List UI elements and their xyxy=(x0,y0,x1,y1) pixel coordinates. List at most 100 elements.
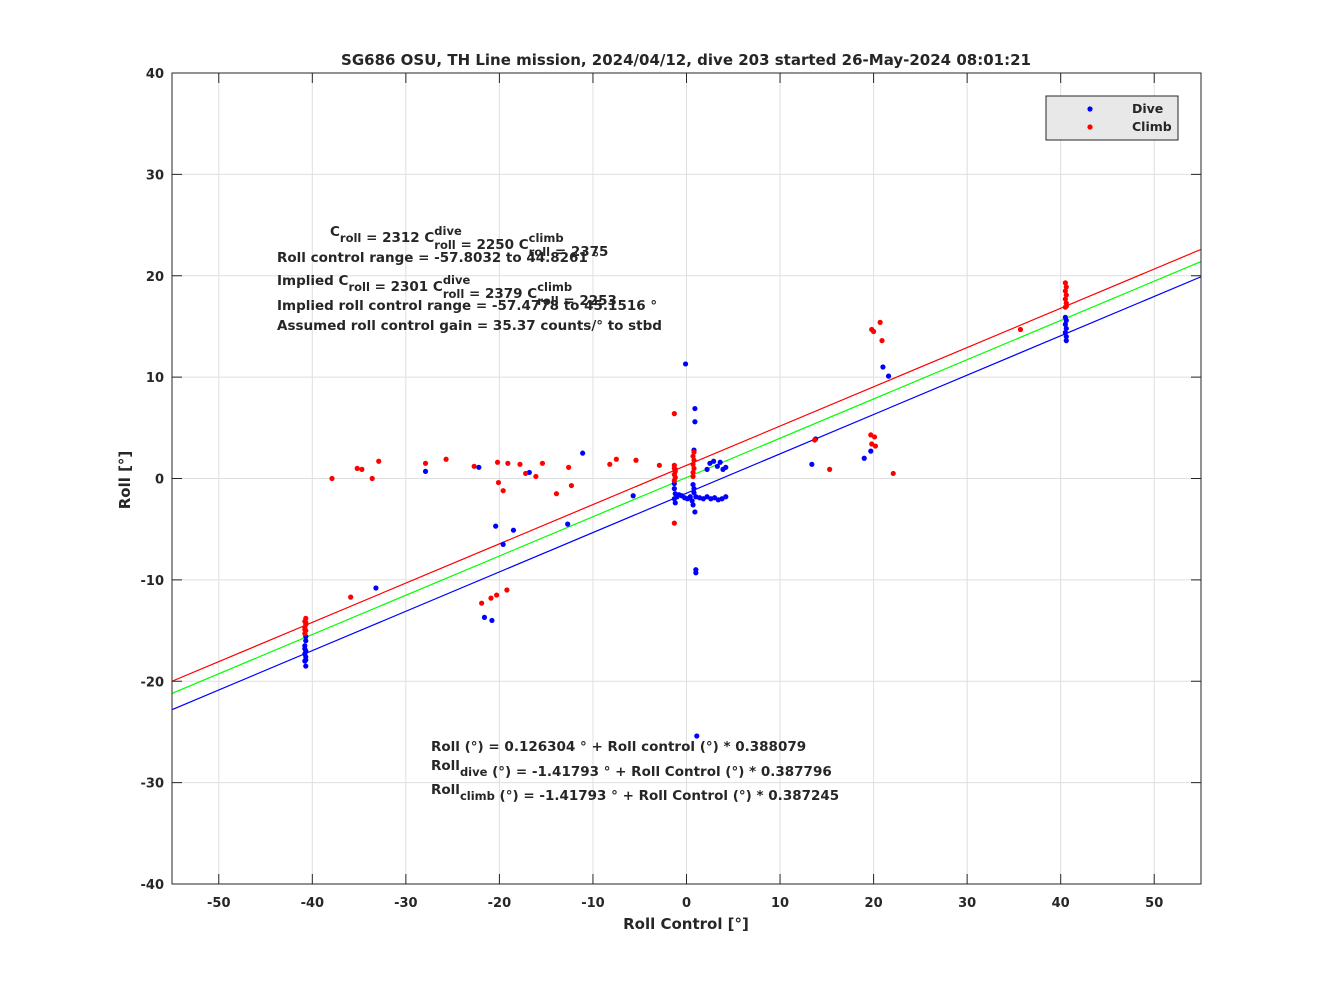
data-point xyxy=(689,498,695,504)
annotations: Croll = 2312 Cdive roll = 2250 Cclimb roll… xyxy=(277,224,839,804)
data-point xyxy=(565,521,571,527)
data-point xyxy=(1063,338,1069,344)
data-point xyxy=(302,631,308,637)
data-point xyxy=(691,486,697,492)
data-point xyxy=(890,470,896,477)
data-point xyxy=(580,450,586,456)
data-point xyxy=(693,570,699,576)
data-point xyxy=(533,473,539,480)
data-point xyxy=(1063,292,1069,298)
data-point xyxy=(303,657,309,663)
data-point xyxy=(672,500,678,506)
data-point xyxy=(690,481,696,488)
fit-line xyxy=(172,261,1201,694)
y-tick-label: 10 xyxy=(146,371,164,386)
x-tick-label: 40 xyxy=(1052,896,1070,911)
data-points xyxy=(302,280,1069,739)
fit-lines xyxy=(172,248,1201,711)
data-point xyxy=(690,473,696,480)
data-point xyxy=(872,443,879,449)
y-tick-label: 30 xyxy=(146,168,164,183)
y-tick-label: -30 xyxy=(141,777,165,792)
data-point xyxy=(553,491,560,497)
data-point xyxy=(871,434,878,440)
data-point xyxy=(656,462,662,468)
data-point xyxy=(682,361,689,367)
x-tick-label: -30 xyxy=(394,896,418,911)
data-point xyxy=(500,488,506,494)
data-point xyxy=(517,461,523,467)
data-point xyxy=(1063,333,1069,340)
y-tick-label: 0 xyxy=(155,473,164,488)
data-point xyxy=(481,614,488,620)
data-point xyxy=(1063,325,1069,332)
data-point xyxy=(359,466,365,472)
x-tick-label: -50 xyxy=(207,896,231,911)
data-point xyxy=(672,466,678,472)
annotation-top-line: Implied Croll = 2301 Cdive roll = 2379 Cc… xyxy=(277,273,617,309)
data-point xyxy=(633,457,639,463)
data-point xyxy=(827,466,833,472)
annotation-bottom-line: Rollclimb (°) = -1.41793 ° + Roll Contro… xyxy=(431,782,839,804)
series-dive xyxy=(302,314,1069,739)
data-point xyxy=(809,461,815,467)
data-point xyxy=(880,364,886,370)
data-point xyxy=(369,475,375,482)
fit-line xyxy=(172,276,1201,711)
data-point xyxy=(523,470,529,477)
data-point xyxy=(717,459,723,465)
y-tick-label: -20 xyxy=(141,675,165,690)
data-point xyxy=(692,405,698,412)
data-point xyxy=(692,509,698,515)
annotation-top-line: Croll = 2312 Cdive roll = 2250 Cclimb roll… xyxy=(330,224,608,260)
annotation-top-line: Implied roll control range = -57.4778 to… xyxy=(277,298,657,314)
legend-marker-climb xyxy=(1087,124,1093,130)
x-axis-label: Roll Control [°] xyxy=(623,915,749,933)
data-point xyxy=(613,456,619,462)
annotation-top-line: Assumed roll control gain = 35.37 counts… xyxy=(277,318,662,334)
y-tick-label: -10 xyxy=(141,574,165,589)
data-point xyxy=(494,459,501,465)
data-point xyxy=(723,464,729,470)
annotation-top-line: Roll control range = -57.8032 to 44.8261… xyxy=(277,250,599,266)
data-point xyxy=(471,463,477,469)
data-point xyxy=(348,594,354,600)
data-point xyxy=(476,464,482,470)
x-tick-label: 10 xyxy=(771,896,789,911)
data-point xyxy=(1017,326,1024,333)
data-point xyxy=(510,527,517,533)
legend-marker-dive xyxy=(1087,106,1093,112)
annotation-bottom-line: Roll (°) = 0.126304 ° + Roll control (°)… xyxy=(431,739,806,755)
data-point xyxy=(1062,321,1068,328)
data-point xyxy=(1062,280,1068,286)
data-point xyxy=(539,460,546,466)
data-point xyxy=(376,458,382,464)
data-point xyxy=(303,619,309,626)
x-tick-label: -40 xyxy=(301,896,325,911)
annotation-bottom-line: Rolldive (°) = -1.41793 ° + Roll Control… xyxy=(431,758,832,780)
data-point xyxy=(1062,314,1068,320)
data-point xyxy=(877,319,883,325)
data-point xyxy=(495,479,502,486)
x-tick-label: 0 xyxy=(682,896,691,911)
data-point xyxy=(711,458,717,464)
data-point xyxy=(303,638,309,644)
x-tick-label: -10 xyxy=(581,896,605,911)
legend-box xyxy=(1045,95,1179,141)
data-point xyxy=(687,494,693,500)
data-point xyxy=(691,449,697,455)
data-point xyxy=(505,460,511,466)
y-tick-label: 20 xyxy=(146,270,164,285)
data-point xyxy=(1062,288,1068,294)
data-point xyxy=(568,482,575,489)
data-point xyxy=(885,373,892,379)
data-point xyxy=(303,663,309,669)
fit-line xyxy=(172,248,1201,682)
x-tick-label: 30 xyxy=(958,896,976,911)
data-point xyxy=(691,465,697,471)
y-tick-label: -40 xyxy=(141,878,165,893)
series-climb xyxy=(302,280,1069,637)
data-point xyxy=(504,587,510,593)
data-point xyxy=(493,523,499,529)
